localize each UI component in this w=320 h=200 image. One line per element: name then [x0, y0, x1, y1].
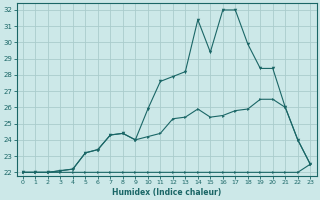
- X-axis label: Humidex (Indice chaleur): Humidex (Indice chaleur): [112, 188, 221, 197]
